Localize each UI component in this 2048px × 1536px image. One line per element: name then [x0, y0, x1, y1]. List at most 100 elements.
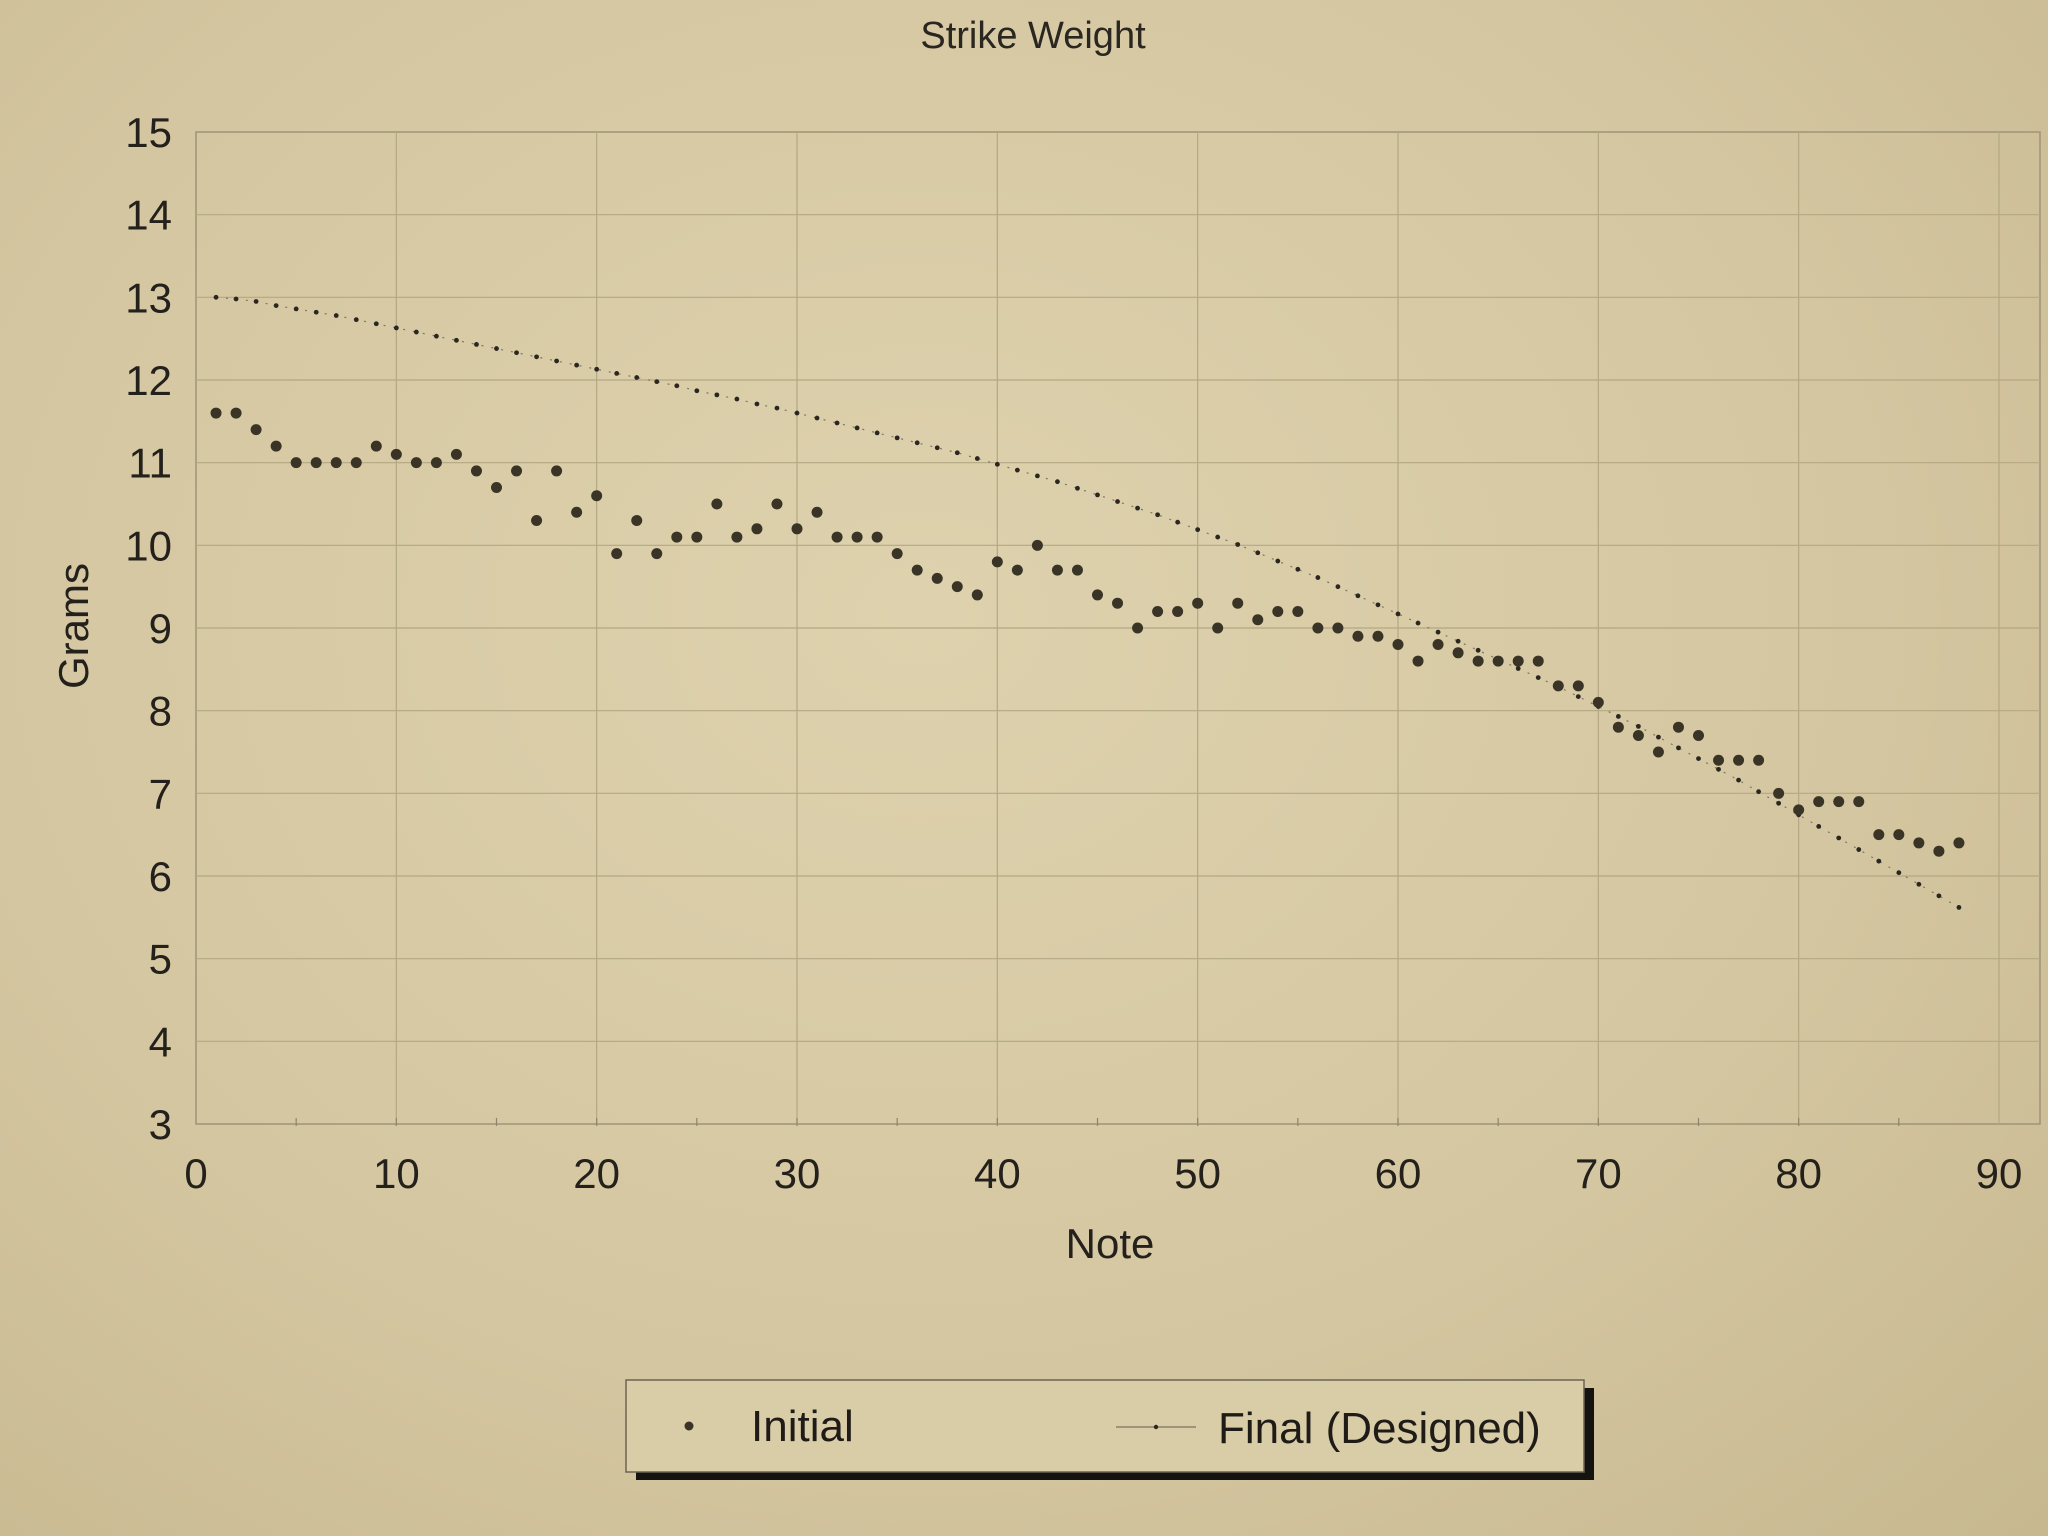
x-tick-label: 70 [1575, 1150, 1622, 1197]
initial-point [551, 465, 563, 477]
legend-label-final: Final (Designed) [1218, 1404, 1541, 1453]
final-designed-point [494, 346, 499, 351]
final-designed-point [694, 388, 700, 394]
initial-point [1011, 564, 1023, 576]
final-designed-point [934, 445, 940, 451]
final-designed-point [1936, 893, 1942, 899]
initial-point [1773, 787, 1785, 799]
y-axis-label: Grams [50, 563, 97, 689]
initial-point [290, 457, 302, 469]
x-tick-label: 80 [1775, 1150, 1822, 1197]
final-designed-point [213, 294, 219, 300]
final-designed-point [614, 370, 620, 376]
initial-point [1212, 622, 1224, 634]
final-designed-point [914, 440, 920, 446]
final-designed-point [1295, 566, 1301, 572]
final-designed-point [233, 296, 239, 302]
x-tick-label: 20 [573, 1150, 620, 1197]
initial-point [1392, 639, 1404, 651]
initial-point [791, 523, 803, 535]
initial-point [671, 531, 683, 543]
initial-point [611, 548, 623, 560]
initial-point [310, 457, 322, 469]
initial-point [991, 556, 1003, 568]
initial-point [1332, 622, 1344, 634]
final-designed-point [1275, 558, 1281, 564]
y-axis-ticks: 3 4 5 6 7 8 9 10 11 12 13 14 15 [125, 109, 172, 1148]
final-designed-point [1135, 505, 1140, 511]
final-designed-point [1956, 905, 1962, 910]
initial-point [450, 448, 462, 460]
final-designed-point [1535, 675, 1541, 680]
initial-point [1232, 597, 1244, 609]
initial-point [951, 581, 963, 593]
y-tick-label: 15 [125, 109, 172, 156]
initial-point [1132, 622, 1144, 634]
initial-point [230, 407, 242, 419]
initial-point [571, 506, 583, 518]
initial-point [1652, 746, 1664, 758]
initial-point [1472, 655, 1484, 667]
final-designed-point [1075, 485, 1080, 491]
initial-point [1031, 539, 1043, 551]
final-designed-point [454, 337, 459, 343]
x-tick-label: 0 [184, 1150, 207, 1197]
initial-point [1112, 597, 1124, 609]
x-axis-label: Note [1066, 1220, 1155, 1267]
final-designed-point [353, 317, 359, 323]
final-designed-point [654, 379, 660, 385]
chart-title: Strike Weight [920, 15, 1146, 57]
final-designed-point [834, 420, 840, 426]
final-designed-point [1435, 629, 1441, 635]
initial-point [511, 465, 523, 477]
initial-point [491, 481, 502, 493]
y-tick-label: 6 [149, 853, 172, 900]
final-designed-point [894, 435, 900, 441]
final-designed-point [1776, 800, 1782, 806]
final-designed-point [1195, 527, 1201, 533]
final-designed-point [1876, 858, 1882, 864]
final-designed-point [1215, 534, 1221, 540]
initial-point [1452, 647, 1464, 659]
y-tick-label: 13 [125, 274, 172, 321]
final-designed-point [1896, 870, 1902, 876]
final-designed-point [1255, 550, 1261, 556]
initial-point [1492, 655, 1504, 667]
final-designed-point [1836, 835, 1842, 841]
final-designed-point [1816, 824, 1822, 829]
final-designed-point [293, 306, 299, 312]
x-tick-label: 40 [974, 1150, 1021, 1197]
x-tick-label: 90 [1976, 1150, 2023, 1197]
final-designed-point [574, 362, 580, 368]
final-designed-point [734, 396, 740, 402]
final-designed-point [1615, 714, 1621, 719]
initial-point [1272, 605, 1284, 617]
initial-point [711, 498, 723, 510]
series-final-designed [213, 294, 1962, 910]
initial-point [1051, 564, 1063, 576]
initial-point [470, 465, 482, 477]
final-designed-point [1736, 777, 1741, 783]
initial-point [1853, 796, 1865, 808]
legend: Initial Final (Designed) [625, 1379, 1594, 1480]
initial-point [330, 457, 342, 469]
final-designed-point [674, 383, 680, 389]
initial-point [1733, 754, 1745, 766]
initial-point [1071, 564, 1083, 576]
initial-point [1873, 829, 1885, 841]
initial-point [370, 440, 382, 452]
initial-point [1592, 696, 1604, 708]
y-tick-label: 7 [149, 770, 172, 817]
x-axis-ticks: 0 10 20 30 40 50 60 70 80 90 [184, 1150, 2022, 1197]
final-designed-point [1656, 734, 1661, 740]
initial-point [1252, 614, 1264, 626]
final-designed-point [1716, 766, 1721, 772]
initial-point [891, 548, 903, 560]
initial-point [751, 523, 763, 535]
final-designed-point [1415, 620, 1421, 626]
initial-point [270, 440, 282, 452]
final-designed-point [1055, 479, 1060, 485]
initial-point [1913, 837, 1925, 849]
